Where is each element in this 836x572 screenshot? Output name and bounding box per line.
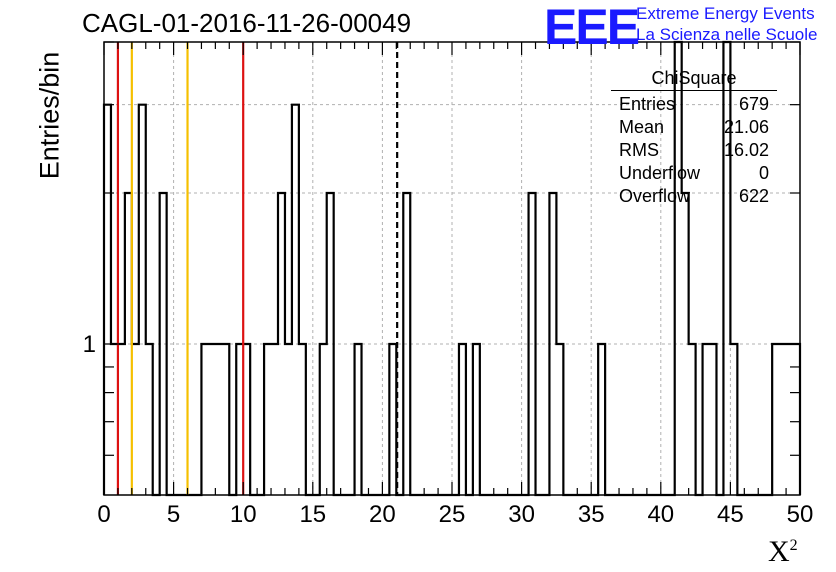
histogram-bin (299, 344, 306, 495)
stats-row-rms: RMS 16.02 (611, 139, 777, 162)
stats-row-overflow: Overflow 622 (611, 185, 777, 208)
x-tick-label: 25 (439, 501, 466, 528)
stats-title: ChiSquare (611, 68, 777, 91)
x-axis-label: X2 (768, 535, 798, 568)
x-tick-label: 50 (787, 501, 814, 528)
histogram-bin (271, 344, 278, 495)
logo-line-1: Extreme Energy Events (636, 4, 815, 23)
histogram-bin (104, 105, 111, 495)
stats-label: Mean (619, 117, 665, 137)
histogram-bin (598, 344, 605, 495)
histogram-bin (208, 344, 215, 495)
histogram-bin (327, 193, 334, 495)
stats-row-underflow: Underflow 0 (611, 162, 777, 185)
stats-label: Underflow (619, 163, 701, 183)
x-tick-label: 0 (97, 501, 110, 528)
x-tick-label: 40 (647, 501, 674, 528)
histogram-bin (710, 344, 717, 495)
stats-row-mean: Mean 21.06 (611, 116, 777, 139)
histogram-bin (264, 344, 271, 495)
stats-value: 0 (758, 163, 769, 183)
reference-lines (116, 42, 399, 495)
histogram-bin (529, 193, 536, 495)
histogram-bin (320, 344, 327, 495)
x-tick-label: 45 (717, 501, 744, 528)
chart-title: CAGL-01-2016-11-26-00049 (82, 8, 412, 38)
histogram-bin (403, 193, 410, 495)
histogram-bin (285, 344, 292, 495)
stats-value: 16.02 (723, 140, 769, 160)
logo-line-2: La Scienza nelle Scuole (636, 25, 818, 44)
stats-label: Overflow (619, 186, 691, 206)
histogram-bin (160, 193, 167, 495)
axis-ticks (103, 41, 801, 495)
histogram-bin (389, 344, 396, 495)
histogram-bin (139, 105, 146, 495)
x-tick-label: 35 (578, 501, 605, 528)
histogram-bin (215, 344, 222, 495)
histogram-bin (201, 344, 208, 495)
histogram-bin (278, 193, 285, 495)
stats-value: 21.06 (723, 117, 769, 137)
histogram-bin (689, 344, 696, 495)
histogram-bin (772, 344, 779, 495)
x-tick-label: 30 (508, 501, 535, 528)
histogram-bin (779, 344, 786, 495)
histogram-bin (473, 344, 480, 495)
y-tick-label: 1 (83, 331, 96, 358)
stats-value: 679 (738, 94, 769, 114)
histogram-bin (730, 344, 737, 495)
histogram-bin (222, 344, 229, 495)
histogram-bin (682, 193, 689, 495)
eee-logo: EEE (544, 0, 640, 55)
stats-label: RMS (619, 140, 659, 160)
histogram-bin (549, 193, 556, 495)
x-tick-label: 10 (230, 501, 257, 528)
x-tick-label: 15 (299, 501, 326, 528)
histogram-bin (703, 344, 710, 495)
y-axis-label: Entries/bin (34, 51, 65, 180)
histogram-bin (355, 344, 362, 495)
tick-labels: 0 5 10 15 20 25 30 35 40 45 50 1 (83, 331, 814, 528)
histogram-bin (292, 105, 299, 495)
x-tick-label: 20 (369, 501, 396, 528)
stats-value: 622 (738, 186, 769, 206)
x-tick-label: 5 (167, 501, 180, 528)
stats-box: ChiSquare Entries 679 Mean 21.06 RMS 16.02 Und… (611, 68, 777, 208)
histogram-bin (146, 344, 153, 495)
histogram-bin (459, 344, 466, 495)
histogram-bin (556, 344, 563, 495)
stats-row-entries: Entries 679 (611, 93, 777, 116)
stats-label: Entries (619, 94, 676, 114)
